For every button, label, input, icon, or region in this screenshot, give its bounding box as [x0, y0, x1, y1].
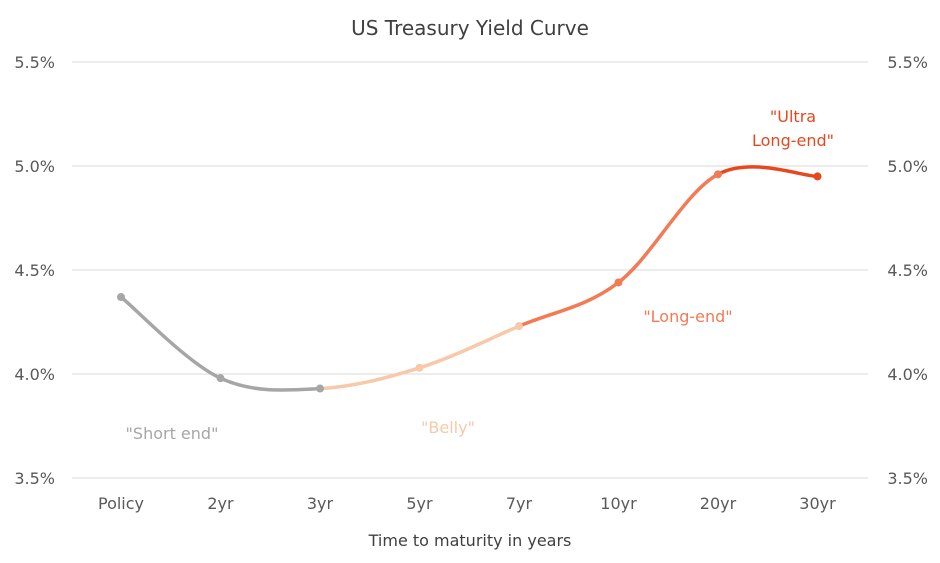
y-tick-label-right: 3.5%	[887, 469, 928, 488]
gridlines	[72, 62, 868, 478]
chart-title: US Treasury Yield Curve	[351, 16, 589, 40]
annotation-label: "Long-end"	[643, 307, 732, 326]
x-tick-label: 5yr	[406, 494, 433, 513]
x-tick-label: 10yr	[600, 494, 637, 513]
y-tick-label-right: 5.0%	[887, 157, 928, 176]
data-point	[515, 322, 523, 330]
data-point	[615, 278, 623, 286]
series-points	[117, 170, 822, 392]
y-tick-label-left: 5.0%	[14, 157, 55, 176]
annotation-label: "Ultra Long-end"	[752, 107, 834, 150]
y-tick-label-left: 4.0%	[14, 365, 55, 384]
x-axis: Policy 2yr 3yr 5yr 7yr 10yr 20yr 30yr	[98, 494, 836, 513]
y-axis-left: 3.5% 4.0% 4.5% 5.0% 5.5%	[14, 53, 55, 488]
x-tick-label: Policy	[98, 494, 144, 513]
annotation-label: "Short end"	[126, 424, 219, 443]
y-tick-label-right: 4.5%	[887, 261, 928, 280]
x-tick-label: 7yr	[506, 494, 533, 513]
line-segment	[320, 326, 519, 388]
annotation-label: "Belly"	[421, 418, 475, 437]
y-tick-label-left: 4.5%	[14, 261, 55, 280]
x-tick-label: 20yr	[700, 494, 737, 513]
data-point	[117, 293, 125, 301]
y-tick-label-left: 3.5%	[14, 469, 55, 488]
data-point	[416, 364, 424, 372]
y-tick-label-right: 4.0%	[887, 365, 928, 384]
line-segment	[519, 174, 718, 326]
data-point	[714, 170, 722, 178]
y-tick-label-right: 5.5%	[887, 53, 928, 72]
annotations: "Short end" "Belly" "Long-end" "Ultra Long-e…	[126, 107, 834, 443]
line-segment	[718, 167, 818, 177]
x-tick-label: 2yr	[207, 494, 234, 513]
data-point	[814, 172, 822, 180]
x-tick-label: 30yr	[799, 494, 836, 513]
y-tick-label-left: 5.5%	[14, 53, 55, 72]
series-line	[121, 167, 818, 390]
x-axis-title: Time to maturity in years	[368, 531, 572, 550]
x-tick-label: 3yr	[307, 494, 334, 513]
data-point	[217, 374, 225, 382]
y-axis-right: 3.5% 4.0% 4.5% 5.0% 5.5%	[887, 53, 928, 488]
data-point	[316, 385, 324, 393]
